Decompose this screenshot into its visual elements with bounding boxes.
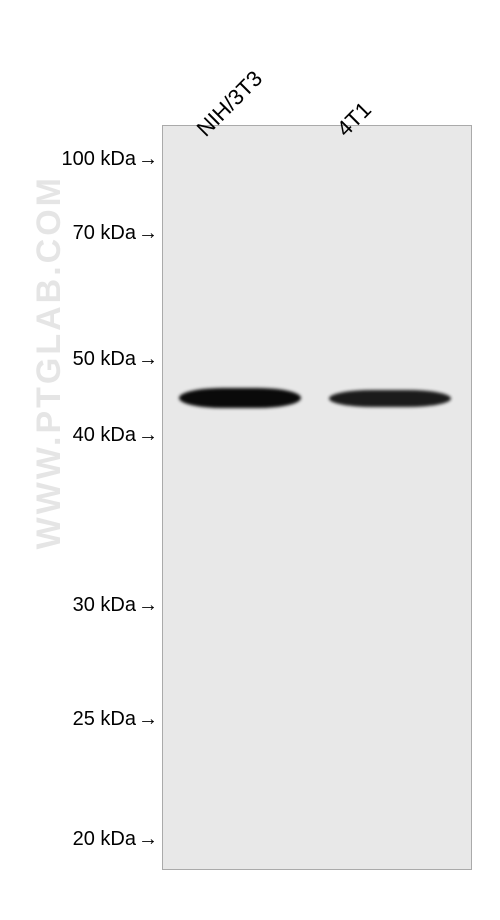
mw-marker-3: 40 kDa→	[73, 424, 158, 447]
arrow-icon: →	[138, 424, 158, 447]
band-lane-0	[179, 388, 301, 408]
arrow-icon: →	[138, 828, 158, 851]
band-lane-1	[329, 390, 451, 407]
mw-marker-4: 30 kDa→	[73, 594, 158, 617]
arrow-icon: →	[138, 348, 158, 371]
mw-marker-5: 25 kDa→	[73, 708, 158, 731]
mw-marker-2: 50 kDa→	[73, 348, 158, 371]
watermark-text: WWW.PTGLAB.COM	[30, 175, 69, 549]
blot-figure: NIH/3T3 4T1 100 kDa→ 70 kDa→ 50 kDa→ 40 …	[0, 0, 500, 920]
mw-marker-0: 100 kDa→	[62, 148, 159, 171]
arrow-icon: →	[138, 594, 158, 617]
mw-marker-1: 70 kDa→	[73, 222, 158, 245]
mw-marker-6: 20 kDa→	[73, 828, 158, 851]
arrow-icon: →	[138, 708, 158, 731]
blot-membrane	[162, 125, 472, 870]
arrow-icon: →	[138, 148, 158, 171]
arrow-icon: →	[138, 222, 158, 245]
